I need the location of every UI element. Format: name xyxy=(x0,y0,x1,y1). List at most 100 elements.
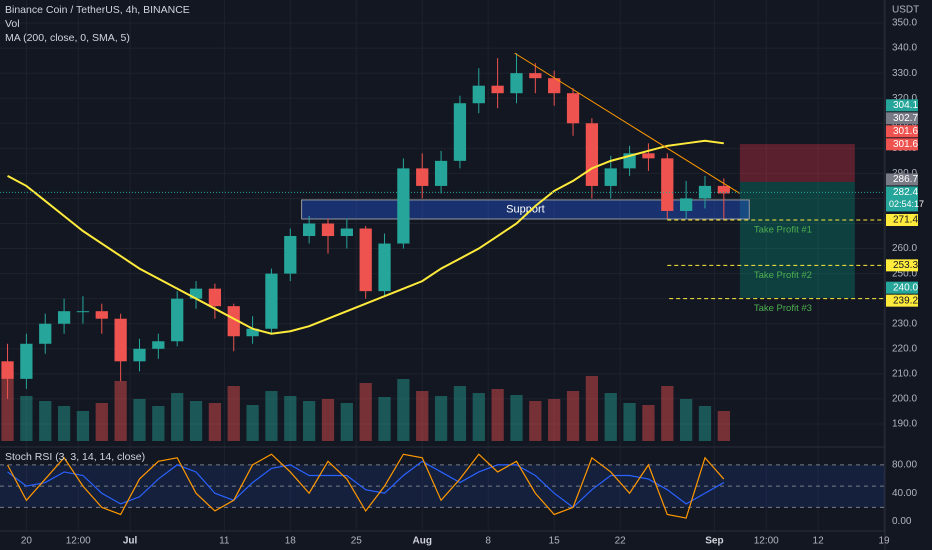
volume-bar xyxy=(585,376,599,441)
price-tag-label: 282.4 xyxy=(893,187,918,198)
stoch-tick-label: 40.00 xyxy=(892,488,917,499)
x-tick-label: 20 xyxy=(21,536,33,547)
price-tag xyxy=(886,259,918,272)
candle-body xyxy=(604,168,617,186)
x-tick-label: 22 xyxy=(615,536,627,547)
price-tag-label: 301.6 xyxy=(893,139,918,150)
price-tag xyxy=(886,138,918,151)
volume-bar xyxy=(321,399,335,441)
volume-bar xyxy=(491,389,504,441)
volume-bar xyxy=(397,379,410,441)
volume-bar xyxy=(227,386,240,441)
ma-legend: MA (200, close, 0, SMA, 5) xyxy=(5,32,130,44)
take-profit-label: Take Profit #3 xyxy=(754,303,812,314)
y-tick-label: 330.0 xyxy=(892,68,917,79)
take-profit-label: Take Profit #2 xyxy=(754,270,812,281)
volume-bar xyxy=(133,399,146,441)
volume-bar xyxy=(171,393,184,441)
candle-body xyxy=(434,160,448,186)
candle-body xyxy=(340,228,353,237)
volume-bar xyxy=(642,405,655,441)
candle-body xyxy=(529,73,542,79)
volume-bar xyxy=(604,393,617,441)
currency-label: USDT xyxy=(892,5,919,16)
candle-body xyxy=(57,311,71,324)
y-tick-label: 210.0 xyxy=(892,368,917,379)
x-tick-label: 15 xyxy=(549,536,561,547)
price-tag xyxy=(886,99,918,112)
stop-zone xyxy=(739,144,855,182)
price-tag-label: 240.0 xyxy=(893,282,918,293)
price-tag-label: 286.7 xyxy=(893,174,918,185)
candle-body xyxy=(76,311,90,313)
y-tick-label: 340.0 xyxy=(892,43,917,54)
candle-body xyxy=(416,168,429,186)
candle-body xyxy=(661,158,674,211)
y-tick-label: 320.0 xyxy=(892,93,917,104)
candle-body xyxy=(1,361,14,379)
stoch-legend: Stoch RSI (3, 3, 14, 14, close) xyxy=(5,451,145,463)
volume-bar xyxy=(510,395,523,441)
price-tag-label: 301.6 xyxy=(893,126,918,137)
x-tick-label: 11 xyxy=(219,536,230,547)
y-tick-label: 250.0 xyxy=(892,268,917,279)
volume-bar xyxy=(152,406,165,441)
candle-body xyxy=(378,243,391,292)
volume-bar xyxy=(189,401,203,441)
candle-body xyxy=(642,153,655,159)
x-tick-label: 12:00 xyxy=(66,536,91,547)
volume-bar xyxy=(623,403,636,441)
y-tick-label: 200.0 xyxy=(892,394,917,405)
volume-bar xyxy=(246,405,259,441)
volume-bar xyxy=(472,393,485,441)
volume-bar xyxy=(566,391,580,441)
candle-body xyxy=(548,78,561,94)
price-tag xyxy=(886,213,918,226)
price-tag-label: 253.3 xyxy=(893,260,918,271)
candle-body xyxy=(472,85,485,104)
y-tick-label: 350.0 xyxy=(892,18,917,29)
candle-body xyxy=(510,73,523,94)
x-tick-label: Sep xyxy=(705,536,723,547)
candle-body xyxy=(284,236,297,274)
price-tag xyxy=(886,112,918,125)
plot: Support Take Profit #1 Take Profit #2 Take … xyxy=(0,52,885,519)
countdown: 02:54:17 xyxy=(889,199,924,209)
candle-body xyxy=(95,311,108,319)
volume-bar xyxy=(698,406,712,441)
price-tag-label: 304.1 xyxy=(893,100,918,111)
candle-body xyxy=(321,223,335,237)
price-tag-label: 271.4 xyxy=(893,215,918,226)
support-zone xyxy=(301,199,750,220)
volume-bar xyxy=(548,399,561,441)
candle-body xyxy=(39,323,52,344)
take-profit-label: Take Profit #1 xyxy=(754,225,812,236)
volume-bar xyxy=(416,391,429,441)
candle-body xyxy=(717,185,730,194)
price-tag-label: 239.2 xyxy=(893,295,918,306)
chart-title: Binance Coin / TetherUS, 4h, BINANCE xyxy=(5,4,190,16)
candle-body xyxy=(397,168,410,244)
price-tag xyxy=(886,186,918,212)
y-tick-label: 230.0 xyxy=(892,318,917,329)
candle-body xyxy=(359,228,372,292)
volume-bar xyxy=(39,401,52,441)
price-tag-label: 302.7 xyxy=(893,113,918,124)
volume-bar xyxy=(661,386,674,441)
volume-bar xyxy=(57,406,71,441)
candle-body xyxy=(152,341,165,349)
volume-legend: Vol xyxy=(5,18,20,30)
y-tick-label: 260.0 xyxy=(892,243,917,254)
candle-body xyxy=(491,85,504,94)
candle-body xyxy=(171,298,184,342)
price-tag xyxy=(886,294,918,307)
x-tick-label: 19 xyxy=(878,536,890,547)
candle-body xyxy=(698,185,712,199)
stoch-k-line xyxy=(7,453,725,519)
y-tick-label: 190.0 xyxy=(892,419,917,430)
volume-bar xyxy=(434,396,448,441)
volume-bar xyxy=(378,397,391,441)
candle-body xyxy=(566,93,580,124)
candle-body xyxy=(265,273,278,329)
